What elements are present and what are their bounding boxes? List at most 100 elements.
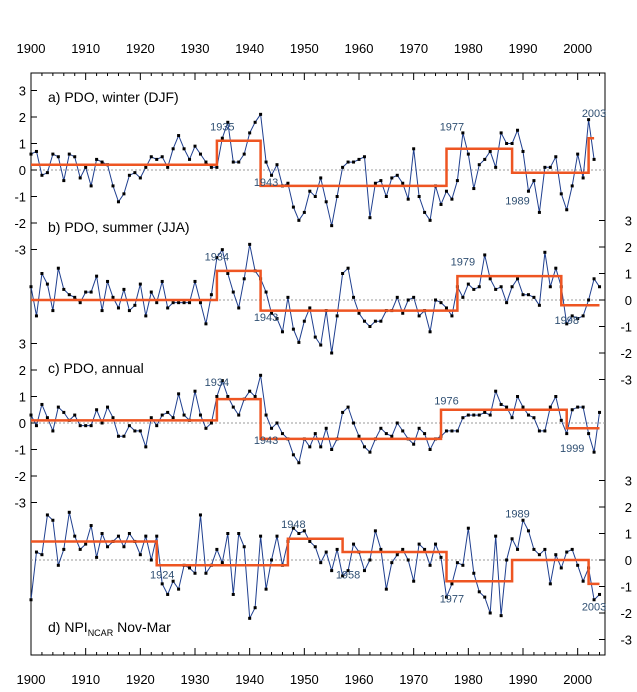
data-point	[532, 295, 536, 299]
data-point	[532, 416, 536, 420]
data-point	[106, 405, 110, 409]
x-tick-label-top: 1920	[126, 41, 155, 56]
data-point	[598, 592, 602, 596]
data-point	[56, 266, 60, 270]
x-tick-label-bottom: 1980	[454, 672, 483, 687]
data-point	[297, 340, 301, 344]
y-tick-label: 2	[19, 363, 26, 378]
data-point	[587, 432, 591, 436]
text-layer: 1900 1900 1910 1910 1920 1920 1930 1930 1940 1940…	[14, 41, 632, 687]
data-point	[62, 179, 66, 183]
data-point	[417, 426, 421, 430]
data-point	[182, 301, 186, 305]
y-tick-label: 1	[625, 527, 632, 542]
data-point	[133, 429, 137, 433]
data-point	[341, 574, 345, 578]
data-point	[116, 306, 120, 310]
data-point	[472, 413, 476, 417]
data-point	[29, 152, 33, 156]
data-point	[280, 330, 284, 334]
data-point	[324, 426, 328, 430]
regime-step-line	[31, 269, 600, 312]
regime-step-line	[31, 397, 600, 441]
data-point	[368, 325, 372, 328]
data-point	[330, 224, 334, 228]
data-point	[270, 173, 274, 177]
data-point	[543, 429, 547, 433]
data-point	[166, 592, 170, 596]
data-point	[270, 426, 274, 430]
year-annotation: 2003	[582, 108, 606, 120]
data-point	[122, 545, 126, 549]
data-point	[204, 160, 208, 164]
data-point	[84, 542, 88, 546]
data-point	[182, 413, 186, 417]
data-point	[352, 542, 356, 546]
y-tick-label: 1	[625, 267, 632, 282]
data-point	[160, 279, 164, 283]
year-annotation: 1976	[434, 395, 458, 407]
data-point	[395, 295, 399, 299]
data-point	[499, 402, 503, 406]
data-point	[302, 319, 306, 323]
data-point	[570, 408, 574, 412]
x-tick-label-top: 1950	[290, 41, 319, 56]
y-tick-label: 2	[19, 110, 26, 125]
data-point	[587, 118, 591, 122]
data-point	[138, 553, 142, 557]
data-point	[554, 266, 558, 270]
data-point	[559, 418, 563, 422]
data-point	[297, 218, 301, 222]
x-tick-label-bottom: 1930	[181, 672, 210, 687]
data-point	[34, 314, 38, 318]
data-point	[576, 563, 580, 567]
data-point	[576, 317, 580, 321]
data-point	[248, 131, 252, 135]
data-point	[472, 287, 476, 291]
data-point	[368, 450, 372, 454]
x-tick-label-bottom: 2000	[563, 672, 592, 687]
data-point	[291, 205, 295, 209]
data-point	[559, 566, 563, 570]
data-point	[160, 413, 164, 417]
data-point	[521, 149, 525, 153]
data-point	[133, 303, 137, 307]
data-point	[286, 295, 290, 299]
data-point	[95, 408, 99, 412]
data-point	[417, 542, 421, 546]
data-point	[40, 173, 44, 177]
data-point	[428, 330, 432, 334]
panel-label: a) PDO, winter (DJF)	[48, 89, 179, 105]
data-point	[193, 144, 197, 148]
data-point	[51, 152, 55, 156]
data-point	[494, 165, 498, 169]
data-point	[390, 434, 394, 438]
year-annotation: 1999	[560, 443, 584, 455]
data-point	[264, 160, 268, 164]
data-point	[308, 539, 312, 543]
data-point	[34, 149, 38, 153]
x-tick-label-top: 2000	[563, 41, 592, 56]
year-annotation: 1924	[150, 570, 174, 582]
data-point	[29, 598, 33, 602]
x-tick-label-bottom: 1960	[345, 672, 374, 687]
data-point	[510, 537, 514, 541]
data-point	[144, 534, 148, 538]
data-point	[505, 405, 509, 409]
data-point	[171, 416, 175, 420]
data-point	[510, 285, 514, 289]
data-point	[516, 277, 520, 281]
data-point	[188, 301, 192, 305]
data-point	[248, 242, 252, 246]
y-tick-label: -1	[620, 320, 632, 335]
data-point	[275, 163, 279, 167]
data-point	[220, 379, 224, 383]
data-point	[270, 311, 274, 315]
data-point	[352, 421, 356, 425]
x-tick-label-bottom: 1910	[71, 672, 100, 687]
year-annotation: 1989	[505, 195, 529, 207]
series-line	[30, 112, 595, 226]
data-point	[237, 413, 241, 417]
data-point	[188, 566, 192, 570]
x-tick-label-bottom: 1920	[126, 672, 155, 687]
